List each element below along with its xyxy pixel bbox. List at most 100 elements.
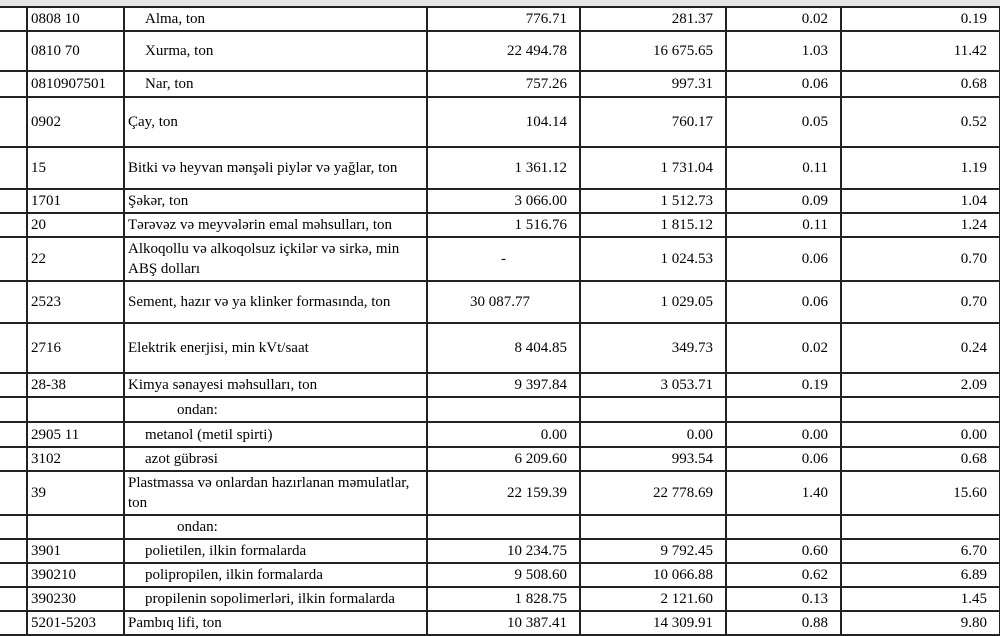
table-row: 0902 Çay, ton 104.14 760.17 0.05 0.52 bbox=[0, 96, 1000, 148]
row-marker-cell bbox=[0, 146, 28, 190]
row-marker-cell bbox=[0, 562, 28, 588]
name-cell: Alma, ton bbox=[123, 6, 428, 32]
table-row: 390210 polipropilen, ilkin formalarda 9 50… bbox=[0, 562, 1000, 588]
share-2-cell: 11.42 bbox=[840, 30, 1000, 72]
value-2-cell: 760.17 bbox=[579, 96, 727, 148]
code-cell: 0808 10 bbox=[26, 6, 125, 32]
code-cell: 0902 bbox=[26, 96, 125, 148]
share-1-cell: 0.62 bbox=[725, 562, 842, 588]
name-cell: polietilen, ilkin formalarda bbox=[123, 538, 428, 564]
value-1-cell: - bbox=[426, 236, 581, 282]
value-2-cell: 1 029.05 bbox=[579, 280, 727, 324]
row-marker-cell bbox=[0, 188, 28, 214]
share-2-cell: 15.60 bbox=[840, 470, 1000, 516]
table-row: 2523 Sement, hazır və ya klinker formasın… bbox=[0, 280, 1000, 324]
name-cell: Tərəvəz və meyvələrin emal məhsulları, t… bbox=[123, 212, 428, 238]
name-cell: propilenin sopolimerləri, ilkin formalar… bbox=[123, 586, 428, 612]
row-marker-cell bbox=[0, 470, 28, 516]
share-1-cell: 1.03 bbox=[725, 30, 842, 72]
row-marker-cell bbox=[0, 586, 28, 612]
value-1-cell: 8 404.85 bbox=[426, 322, 581, 374]
row-marker-cell bbox=[0, 212, 28, 238]
share-2-cell: 0.68 bbox=[840, 446, 1000, 472]
code-cell bbox=[26, 396, 125, 423]
value-2-cell bbox=[579, 514, 727, 540]
value-1-cell: 1 828.75 bbox=[426, 586, 581, 612]
share-2-cell bbox=[840, 396, 1000, 423]
share-2-cell: 9.80 bbox=[840, 610, 1000, 636]
share-1-cell: 0.05 bbox=[725, 96, 842, 148]
row-marker-cell bbox=[0, 236, 28, 282]
value-1-cell: 0.00 bbox=[426, 421, 581, 448]
name-cell: Xurma, ton bbox=[123, 30, 428, 72]
table-row: 0810 70 Xurma, ton 22 494.78 16 675.65 1.03 1… bbox=[0, 30, 1000, 72]
value-2-cell: 3 053.71 bbox=[579, 372, 727, 398]
table-row: ondan: bbox=[0, 514, 1000, 540]
share-2-cell: 0.19 bbox=[840, 6, 1000, 32]
name-cell: azot gübrəsi bbox=[123, 446, 428, 472]
name-cell: Elektrik enerjisi, min kVt/saat bbox=[123, 322, 428, 374]
table-row: 5201-5203 Pambıq lifi, ton 10 387.41 14 309… bbox=[0, 610, 1000, 636]
row-marker-cell bbox=[0, 446, 28, 472]
share-1-cell: 0.60 bbox=[725, 538, 842, 564]
table-row: 15 Bitki və heyvan mənşəli piylər və yağl… bbox=[0, 146, 1000, 190]
share-2-cell: 0.24 bbox=[840, 322, 1000, 374]
code-cell: 20 bbox=[26, 212, 125, 238]
share-1-cell: 0.09 bbox=[725, 188, 842, 214]
table-row: 2905 11 metanol (metil spirti) 0.00 0.00 0.0… bbox=[0, 421, 1000, 448]
value-2-cell: 1 512.73 bbox=[579, 188, 727, 214]
name-cell: Kimya sənayesi məhsulları, ton bbox=[123, 372, 428, 398]
code-cell: 22 bbox=[26, 236, 125, 282]
value-1-cell: 22 494.78 bbox=[426, 30, 581, 72]
name-cell: Plastmassa və onlardan hazırlanan məmula… bbox=[123, 470, 428, 516]
value-2-cell: 0.00 bbox=[579, 421, 727, 448]
value-1-cell bbox=[426, 514, 581, 540]
code-cell: 15 bbox=[26, 146, 125, 190]
value-2-cell: 1 815.12 bbox=[579, 212, 727, 238]
value-2-cell: 997.31 bbox=[579, 70, 727, 98]
row-marker-cell bbox=[0, 96, 28, 148]
code-cell: 390210 bbox=[26, 562, 125, 588]
value-2-cell: 10 066.88 bbox=[579, 562, 727, 588]
value-1-cell: 9 397.84 bbox=[426, 372, 581, 398]
value-2-cell: 22 778.69 bbox=[579, 470, 727, 516]
share-1-cell: 0.06 bbox=[725, 280, 842, 324]
code-cell: 39 bbox=[26, 470, 125, 516]
share-2-cell: 1.19 bbox=[840, 146, 1000, 190]
share-2-cell: 6.70 bbox=[840, 538, 1000, 564]
name-cell: ondan: bbox=[123, 396, 428, 423]
name-cell: Pambıq lifi, ton bbox=[123, 610, 428, 636]
table-row: 0810907501 Nar, ton 757.26 997.31 0.06 0.68 bbox=[0, 70, 1000, 98]
share-2-cell: 0.70 bbox=[840, 236, 1000, 282]
share-2-cell: 6.89 bbox=[840, 562, 1000, 588]
row-marker-cell bbox=[0, 6, 28, 32]
share-1-cell bbox=[725, 514, 842, 540]
share-1-cell: 0.02 bbox=[725, 6, 842, 32]
table-row: 390230 propilenin sopolimerləri, ilkin fo… bbox=[0, 586, 1000, 612]
table-row: 1701 Şəkər, ton 3 066.00 1 512.73 0.09 1.04 bbox=[0, 188, 1000, 214]
value-1-cell: 776.71 bbox=[426, 6, 581, 32]
value-2-cell: 281.37 bbox=[579, 6, 727, 32]
value-1-cell: 1 516.76 bbox=[426, 212, 581, 238]
value-1-cell: 10 234.75 bbox=[426, 538, 581, 564]
code-cell: 2716 bbox=[26, 322, 125, 374]
share-1-cell: 1.40 bbox=[725, 470, 842, 516]
value-1-cell: 757.26 bbox=[426, 70, 581, 98]
code-cell: 28-38 bbox=[26, 372, 125, 398]
value-1-cell: 10 387.41 bbox=[426, 610, 581, 636]
row-marker-cell bbox=[0, 280, 28, 324]
share-1-cell: 0.19 bbox=[725, 372, 842, 398]
table-row: 3102 azot gübrəsi 6 209.60 993.54 0.06 0.68 bbox=[0, 446, 1000, 472]
share-1-cell bbox=[725, 396, 842, 423]
share-1-cell: 0.11 bbox=[725, 146, 842, 190]
value-1-cell: 22 159.39 bbox=[426, 470, 581, 516]
row-marker-cell bbox=[0, 322, 28, 374]
share-1-cell: 0.13 bbox=[725, 586, 842, 612]
value-2-cell: 1 024.53 bbox=[579, 236, 727, 282]
code-cell: 1701 bbox=[26, 188, 125, 214]
name-cell: Alkoqollu və alkoqolsuz içkilər və sirkə… bbox=[123, 236, 428, 282]
table-row: 22 Alkoqollu və alkoqolsuz içkilər və sir… bbox=[0, 236, 1000, 282]
share-2-cell: 2.09 bbox=[840, 372, 1000, 398]
code-cell: 3901 bbox=[26, 538, 125, 564]
value-1-cell: 104.14 bbox=[426, 96, 581, 148]
